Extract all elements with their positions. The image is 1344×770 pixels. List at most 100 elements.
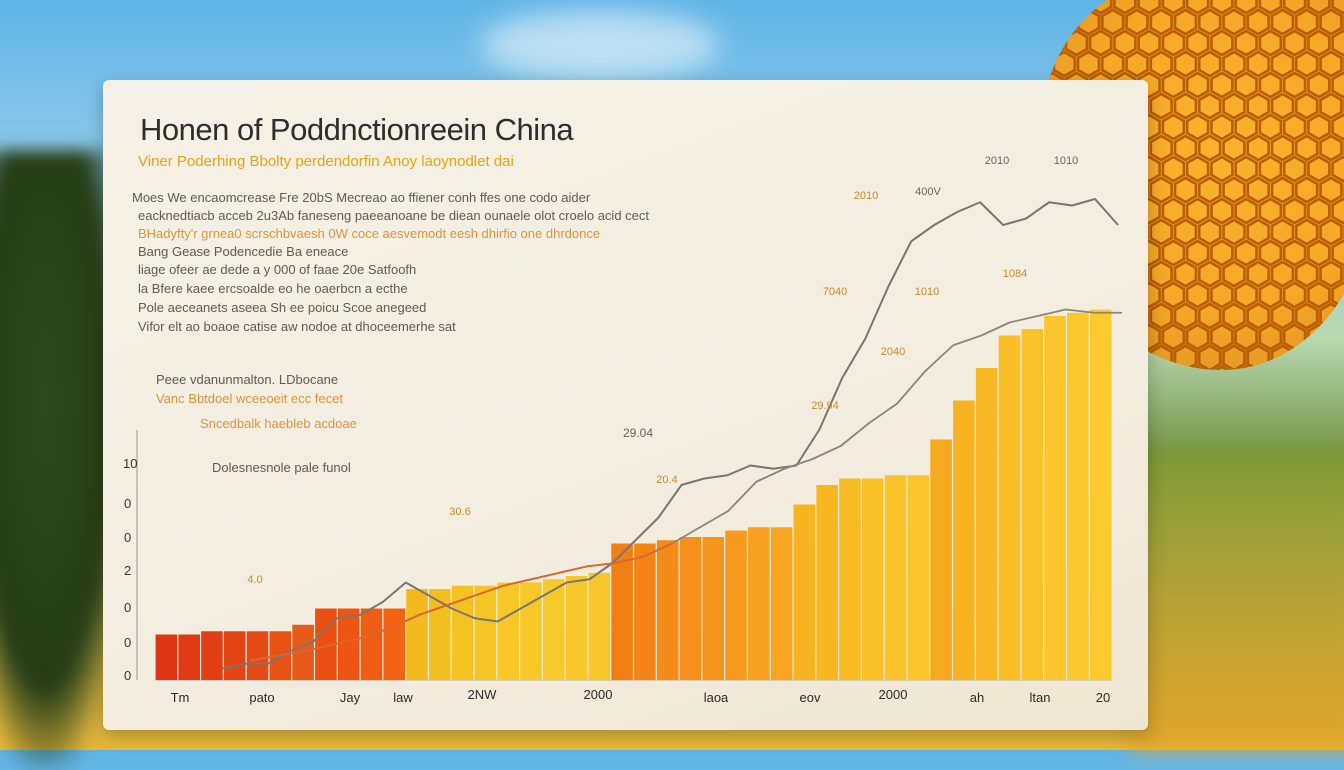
honeycomb-cell xyxy=(1198,176,1222,204)
honeycomb-cell xyxy=(1161,0,1186,15)
honeycomb-cell xyxy=(1234,29,1258,57)
bar xyxy=(907,475,930,680)
honeycomb-cell xyxy=(1282,29,1307,57)
honeycomb-cell xyxy=(1161,71,1186,99)
bar xyxy=(360,608,383,680)
bar xyxy=(953,400,975,680)
honeycomb-cell xyxy=(1282,281,1307,309)
honeycomb-cell xyxy=(1198,344,1222,370)
honeycomb-cell xyxy=(1210,71,1234,99)
y-tick-label: 0 xyxy=(124,530,132,545)
honeycomb-cell xyxy=(1161,197,1186,225)
bar xyxy=(542,579,565,680)
data-label: 30.6 xyxy=(449,506,471,518)
honeycomb-cell xyxy=(1295,218,1319,246)
honeycomb-cell xyxy=(1286,365,1303,370)
y-tick-label: 0 xyxy=(124,635,132,650)
honeycomb-cell xyxy=(1331,113,1344,141)
honeycomb-cell xyxy=(1210,113,1234,141)
honeycomb-cell xyxy=(1076,50,1101,78)
data-label: 2040 xyxy=(880,346,906,358)
honeycomb-cell xyxy=(1161,29,1186,57)
honeycomb-cell xyxy=(1198,260,1222,288)
honeycomb-cell xyxy=(1258,197,1283,225)
bar xyxy=(611,543,633,680)
honeycomb-cell xyxy=(1258,71,1283,99)
honeycomb-cell xyxy=(1246,92,1270,120)
bar xyxy=(930,439,952,680)
honeycomb-cell xyxy=(1222,344,1246,370)
honeycomb-cell xyxy=(1185,239,1210,267)
honeycomb-cell xyxy=(1113,0,1137,15)
honeycomb-cell xyxy=(1113,29,1137,57)
honeycomb-cell xyxy=(1149,218,1173,246)
y-axis-label: Dolesnesnole pale funol xyxy=(212,460,351,475)
data-label: 29.04 xyxy=(622,426,654,440)
data-label: 2010 xyxy=(984,155,1010,167)
honeycomb-cell xyxy=(1234,155,1258,183)
honeycomb-cell xyxy=(1295,344,1319,370)
honeycomb-cell xyxy=(1331,197,1344,225)
honeycomb-cell xyxy=(1307,281,1331,309)
honeycomb-cell xyxy=(1270,8,1295,36)
honeycomb-cell xyxy=(1214,365,1230,370)
bar xyxy=(975,368,998,680)
bar xyxy=(223,631,246,680)
honeycomb-cell xyxy=(1173,344,1198,370)
honeycomb-cell xyxy=(1246,218,1270,246)
honeycomb-cell xyxy=(1331,239,1344,267)
bar xyxy=(702,537,725,680)
honeycomb-cell xyxy=(1311,365,1327,370)
honeycomb-cell xyxy=(1262,365,1279,370)
chart-title: Honen of Poddnctionreein China xyxy=(140,112,574,147)
honeycomb-cell xyxy=(1270,344,1295,370)
honeycomb-cell xyxy=(1282,239,1307,267)
honeycomb-cell xyxy=(1319,50,1343,78)
bar xyxy=(816,485,838,680)
honeycomb-cell xyxy=(1198,302,1222,330)
honeycomb-cell xyxy=(1234,113,1258,141)
honeycomb-cell xyxy=(1088,29,1113,57)
honeycomb-cell xyxy=(1198,134,1222,162)
x-tick-label: laoa xyxy=(703,690,729,705)
honeycomb-cell xyxy=(1149,134,1173,162)
honeycomb-cell xyxy=(1335,365,1344,370)
honeycomb-cell xyxy=(1295,92,1319,120)
bar xyxy=(383,608,406,680)
honeycomb-cell xyxy=(1185,155,1210,183)
bar xyxy=(246,631,269,680)
x-tick-label: Tm xyxy=(170,690,190,705)
bar xyxy=(793,504,816,680)
honeycomb-cell xyxy=(1198,92,1222,120)
honeycomb-cell xyxy=(1185,29,1210,57)
honeycomb-cell xyxy=(1319,260,1343,288)
honeycomb-cell xyxy=(1307,29,1331,57)
honeycomb-cell xyxy=(1238,365,1254,370)
honeycomb-cell xyxy=(1064,0,1089,15)
bar xyxy=(292,624,314,680)
honeycomb-cell xyxy=(1258,113,1283,141)
data-label: 1084 xyxy=(1002,268,1028,280)
data-label: 29.94 xyxy=(811,400,839,412)
x-tick-label: 20 xyxy=(1095,690,1111,705)
x-tick-label: ah xyxy=(969,690,985,705)
honeycomb-cell xyxy=(1270,302,1295,330)
honeycomb-cell xyxy=(1319,344,1343,370)
x-tick-label: 2000 xyxy=(583,687,613,702)
honeycomb-cell xyxy=(1307,155,1331,183)
honeycomb-cell xyxy=(1173,134,1198,162)
honeycomb-cell xyxy=(1331,29,1344,57)
honeycomb-cell xyxy=(1258,155,1283,183)
honeycomb-cell xyxy=(1173,50,1198,78)
bar xyxy=(1067,312,1089,680)
bar xyxy=(748,527,770,680)
honeycomb-cell xyxy=(1040,29,1064,57)
honeycomb-cell xyxy=(1076,8,1101,36)
bar xyxy=(839,478,861,680)
bar xyxy=(178,634,200,680)
honeycomb-cell xyxy=(1149,302,1173,330)
honeycomb-cell xyxy=(1149,92,1173,120)
honeycomb-cell xyxy=(1185,0,1210,15)
bar xyxy=(861,478,884,680)
note-line: Sncedbalk haebleb acdoae xyxy=(200,416,357,431)
